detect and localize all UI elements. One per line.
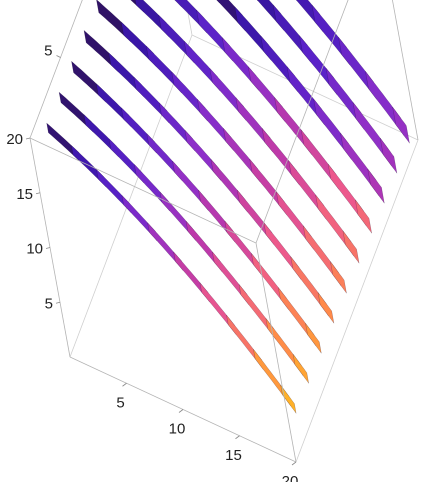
x-tick-mark — [235, 435, 240, 440]
ribbon-segment — [292, 354, 309, 384]
ribbon-segment — [96, 168, 132, 214]
z-tick-label: 20 — [6, 131, 23, 148]
ribbon-segment — [355, 199, 372, 234]
ribbon-segment — [196, 98, 235, 152]
ribbon-segment — [158, 101, 196, 152]
x-tick-label: 20 — [282, 473, 299, 482]
ribbon-segment — [317, 292, 335, 324]
box-edge — [255, 242, 297, 463]
box-edge — [29, 0, 83, 139]
ribbon-segment — [183, 40, 221, 92]
x-tick-mark — [122, 382, 127, 387]
ribbon-segment — [305, 323, 322, 354]
ribbon-segment — [172, 160, 209, 212]
x-tick-mark — [291, 461, 297, 466]
ribbon-series — [46, 0, 410, 414]
ribbon-segment — [71, 144, 107, 188]
z-tick-label: 15 — [16, 186, 33, 203]
z-tick-label: 10 — [26, 241, 43, 258]
x-tick-mark — [178, 409, 184, 413]
box-edge — [29, 137, 257, 244]
ribbon-segment — [121, 194, 158, 242]
y-tick-label: 5 — [44, 43, 52, 60]
ribbon-segment — [263, 222, 302, 280]
ribbon-segment — [330, 261, 347, 294]
ribbon-segment — [46, 122, 82, 163]
ribbon-segment — [133, 163, 171, 212]
x-tick-label: 10 — [169, 421, 186, 438]
ribbon-segment — [298, 34, 338, 95]
ribbon-segment — [342, 230, 360, 264]
z-tick-mark — [45, 247, 51, 249]
box-edge — [255, 0, 349, 244]
ribbon-segment — [234, 5, 272, 62]
ribbon-segment — [58, 91, 94, 133]
box-edge — [69, 34, 193, 358]
y-tick-mark — [56, 55, 61, 58]
ribbon-segment — [121, 107, 157, 154]
ribbon-segment — [171, 71, 208, 122]
ribbon-segment — [184, 129, 222, 182]
z-tick-mark — [55, 301, 61, 304]
z-tick-mark — [35, 192, 41, 195]
z-tick-label: 5 — [45, 295, 53, 312]
ribbon-segment — [196, 9, 234, 62]
ribbon-segment — [379, 137, 398, 174]
ribbon-segment — [286, 65, 325, 125]
x-tick-label: 15 — [225, 447, 242, 464]
ribbon-segment — [311, 3, 350, 65]
ribbon-segment — [108, 137, 145, 184]
ribbon-segment — [159, 191, 197, 242]
z-tick-mark — [25, 137, 31, 140]
ribbon-segment — [133, 76, 170, 124]
ribbon-segment — [147, 221, 184, 272]
axis-ticks: 510152051015205101520 — [6, 43, 299, 482]
ribbon-segment — [367, 168, 385, 204]
ribbon-segment — [145, 45, 183, 94]
x-tick-label: 5 — [116, 394, 124, 411]
box-edge — [392, 0, 419, 141]
ribbon-segment — [209, 67, 247, 122]
ribbon-segment — [392, 106, 410, 144]
ribbon-segment — [261, 128, 300, 185]
ribbon-segment — [274, 96, 313, 155]
box-edge — [295, 139, 419, 463]
ribbon-segment — [146, 132, 183, 182]
ribbon-segment — [221, 36, 260, 92]
ribbon-segment — [158, 14, 195, 64]
ribbon-segment — [280, 384, 297, 414]
